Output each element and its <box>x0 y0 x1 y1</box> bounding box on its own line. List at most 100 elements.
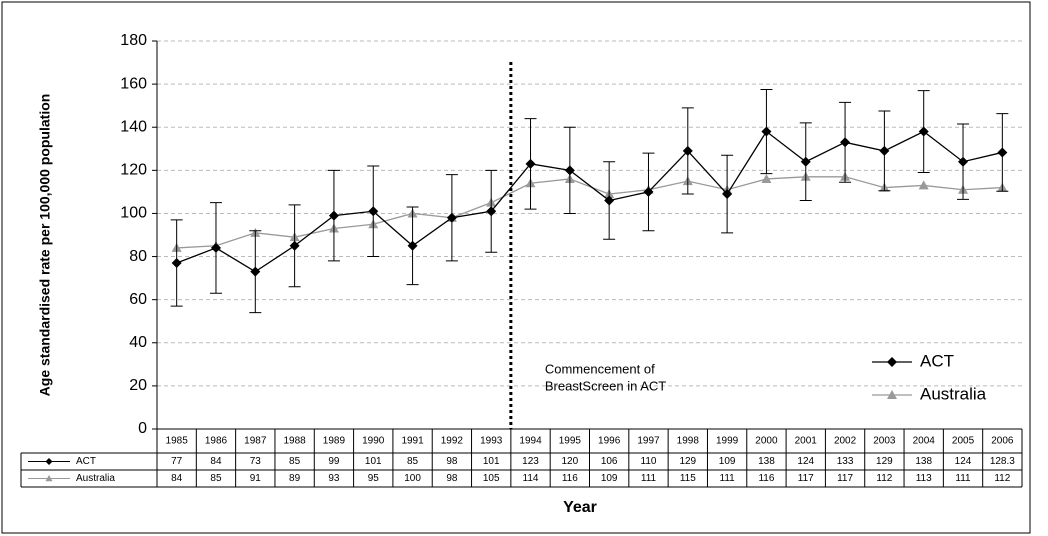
table-value: 110 <box>641 456 657 467</box>
table-value: 84 <box>171 473 183 484</box>
point <box>761 173 772 183</box>
table-value: 115 <box>680 473 696 484</box>
table-value: 138 <box>758 456 775 467</box>
point <box>446 212 457 223</box>
table-value: 91 <box>250 473 262 484</box>
x-tick-label: 1990 <box>362 436 385 447</box>
x-tick-label: 1993 <box>480 436 503 447</box>
table-value: 105 <box>483 473 500 484</box>
point <box>682 145 693 156</box>
table-value: 117 <box>837 473 853 484</box>
y-tick-label: 80 <box>129 248 147 265</box>
point <box>918 126 929 137</box>
series-line <box>176 176 1003 249</box>
table-value: 106 <box>601 456 618 467</box>
x-tick-label: 1995 <box>559 436 582 447</box>
point <box>250 266 261 277</box>
table-value: 111 <box>720 473 736 484</box>
table-value: 112 <box>876 473 892 484</box>
table-row-label: ACT <box>76 456 96 467</box>
x-tick-label: 1991 <box>401 436 424 447</box>
point <box>564 165 575 176</box>
table-value: 99 <box>328 456 340 467</box>
point <box>171 258 182 269</box>
table-value: 93 <box>328 473 340 484</box>
table-row-label: Australia <box>76 473 115 484</box>
table-value: 117 <box>798 473 814 484</box>
table-value: 85 <box>210 473 222 484</box>
y-tick-label: 120 <box>120 162 147 179</box>
annotation: Commencement of <box>545 361 655 376</box>
table-value: 100 <box>404 473 421 484</box>
table-value: 114 <box>523 473 539 484</box>
y-tick-label: 140 <box>120 118 147 135</box>
legend-marker <box>887 390 897 399</box>
table-legend-marker <box>45 458 53 465</box>
table-value: 111 <box>955 473 971 484</box>
table-value: 73 <box>250 456 262 467</box>
table-value: 128.3 <box>990 456 1015 467</box>
point <box>643 186 654 197</box>
table-value: 120 <box>561 456 578 467</box>
point <box>289 240 300 251</box>
x-tick-label: 1999 <box>716 436 739 447</box>
chart-border <box>1 1 1031 534</box>
point <box>879 145 890 156</box>
point <box>840 137 851 148</box>
x-axis-title: Year <box>563 499 597 516</box>
point <box>997 147 1008 158</box>
series-line <box>176 130 1003 273</box>
y-tick-label: 180 <box>120 32 147 49</box>
x-tick-label: 1997 <box>637 436 660 447</box>
x-tick-label: 1989 <box>323 436 346 447</box>
table-value: 123 <box>522 456 539 467</box>
table-value: 109 <box>719 456 736 467</box>
x-tick-label: 2004 <box>913 436 936 447</box>
point <box>800 156 811 167</box>
table-value: 109 <box>601 473 618 484</box>
table-value: 129 <box>876 456 893 467</box>
point <box>604 195 615 206</box>
table-value: 124 <box>797 456 814 467</box>
table-value: 95 <box>368 473 380 484</box>
annotation: BreastScreen in ACT <box>545 378 666 393</box>
y-tick-label: 100 <box>120 205 147 222</box>
table-value: 98 <box>446 456 458 467</box>
y-tick-label: 0 <box>138 420 147 437</box>
point <box>486 206 497 217</box>
table-value: 101 <box>365 456 382 467</box>
table-value: 85 <box>289 456 301 467</box>
table-value: 84 <box>210 456 222 467</box>
point <box>958 156 969 167</box>
y-tick-label: 60 <box>129 291 147 308</box>
y-tick-label: 160 <box>120 75 147 92</box>
x-tick-label: 1986 <box>205 436 228 447</box>
x-tick-label: 1996 <box>598 436 621 447</box>
y-tick-label: 40 <box>129 334 147 351</box>
x-tick-label: 2003 <box>873 436 896 447</box>
table-value: 98 <box>446 473 458 484</box>
table-value: 77 <box>171 456 183 467</box>
point <box>407 240 418 251</box>
x-tick-label: 1988 <box>283 436 306 447</box>
point <box>368 206 379 217</box>
point <box>918 180 929 190</box>
point <box>722 189 733 200</box>
y-axis-title: Age standardised rate per 100,000 popula… <box>37 94 53 397</box>
table-legend-marker <box>45 475 53 482</box>
x-tick-label: 2000 <box>755 436 778 447</box>
table-value: 129 <box>679 456 696 467</box>
x-tick-label: 1992 <box>441 436 464 447</box>
point <box>761 126 772 137</box>
x-tick-label: 2002 <box>834 436 857 447</box>
x-tick-label: 2001 <box>795 436 818 447</box>
x-tick-label: 1994 <box>519 436 542 447</box>
x-tick-label: 2005 <box>952 436 975 447</box>
legend-label: Australia <box>920 384 987 403</box>
y-tick-label: 20 <box>129 377 147 394</box>
table-value: 116 <box>758 473 774 484</box>
x-tick-label: 1987 <box>244 436 267 447</box>
point <box>328 210 339 221</box>
legend-label: ACT <box>920 351 954 370</box>
